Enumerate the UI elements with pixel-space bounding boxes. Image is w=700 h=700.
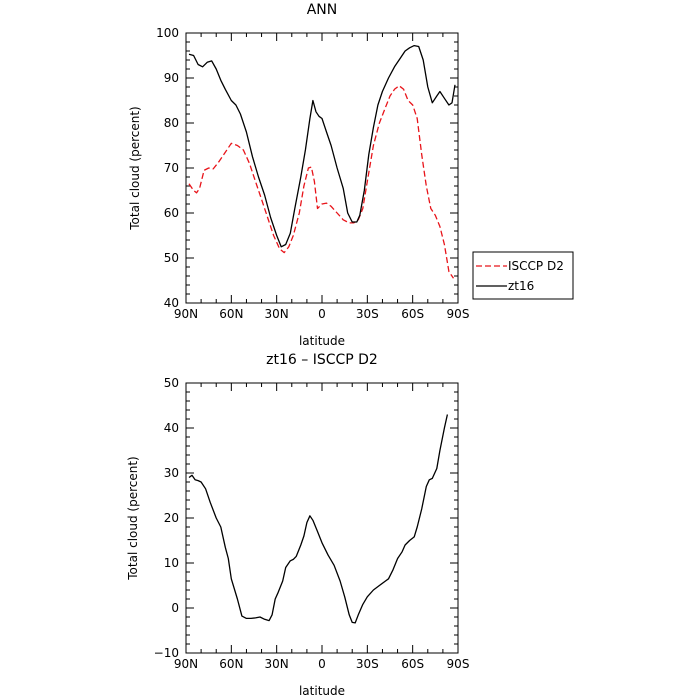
bottom-ytick-label: 50: [164, 376, 179, 390]
top-x-tick-labels: 90N 60N 30N 0 30S 60S 90S: [174, 307, 470, 321]
bottom-ytick-label: 10: [164, 556, 179, 570]
top-x-axis-label: latitude: [299, 334, 345, 348]
bottom-xtick-label: 0: [318, 657, 326, 671]
top-ytick-label: 90: [164, 71, 179, 85]
bottom-y-tick-labels: −10 0 10 20 30 40 50: [154, 376, 179, 660]
legend-label-zt16: zt16: [508, 279, 534, 293]
top-xtick-label: 30S: [356, 307, 379, 321]
bottom-xtick-label: 30N: [265, 657, 289, 671]
top-ytick-label: 100: [156, 26, 179, 40]
top-series-line-0: [188, 85, 455, 279]
bottom-xtick-label: 90S: [447, 657, 470, 671]
bottom-x-tick-labels: 90N 60N 30N 0 30S 60S 90S: [174, 657, 470, 671]
bottom-ytick-label: 40: [164, 421, 179, 435]
bottom-xtick-label: 90N: [174, 657, 198, 671]
bottom-series-lines: [188, 414, 449, 624]
bottom-xtick-label: 60N: [219, 657, 243, 671]
top-xtick-label: 60N: [219, 307, 243, 321]
top-ytick-label: 60: [164, 206, 179, 220]
top-series-line-1: [188, 44, 456, 248]
bottom-y-axis-label: Total cloud (percent): [126, 456, 140, 580]
bottom-tick-marks: [185, 382, 459, 654]
top-plot-frame: [185, 32, 459, 304]
top-xtick-label: 90N: [174, 307, 198, 321]
top-xtick-label: 0: [318, 307, 326, 321]
legend-box: [472, 251, 574, 300]
bottom-series-line-0: [188, 414, 449, 624]
top-ytick-label: 40: [164, 296, 179, 310]
top-chart-title: ANN: [307, 2, 338, 18]
bottom-ytick-label: −10: [154, 646, 179, 660]
top-xtick-label: 60S: [401, 307, 424, 321]
top-ytick-label: 80: [164, 116, 179, 130]
bottom-plot-frame: [185, 382, 459, 654]
top-ytick-label: 50: [164, 251, 179, 265]
bottom-xtick-label: 30S: [356, 657, 379, 671]
bottom-xtick-label: 60S: [401, 657, 424, 671]
bottom-ytick-label: 20: [164, 511, 179, 525]
bottom-chart-title: zt16 – ISCCP D2: [266, 352, 378, 368]
top-xtick-label: 90S: [447, 307, 470, 321]
top-xtick-label: 30N: [265, 307, 289, 321]
top-y-axis-label: Total cloud (percent): [128, 106, 142, 230]
bottom-panel: zt16 – ISCCP D2 −10 0 10 20 30 40 50 90N 60N 30N…: [126, 352, 469, 698]
legend-label-isccp: ISCCP D2: [508, 259, 564, 273]
legend: ISCCP D2 zt16: [472, 251, 574, 300]
top-y-tick-labels: 40 50 60 70 80 90 100: [156, 26, 179, 310]
bottom-x-axis-label: latitude: [299, 684, 345, 698]
top-tick-marks: [185, 32, 459, 304]
top-series-lines: [188, 44, 456, 279]
bottom-ytick-label: 0: [171, 601, 179, 615]
bottom-ytick-label: 30: [164, 466, 179, 480]
top-ytick-label: 70: [164, 161, 179, 175]
